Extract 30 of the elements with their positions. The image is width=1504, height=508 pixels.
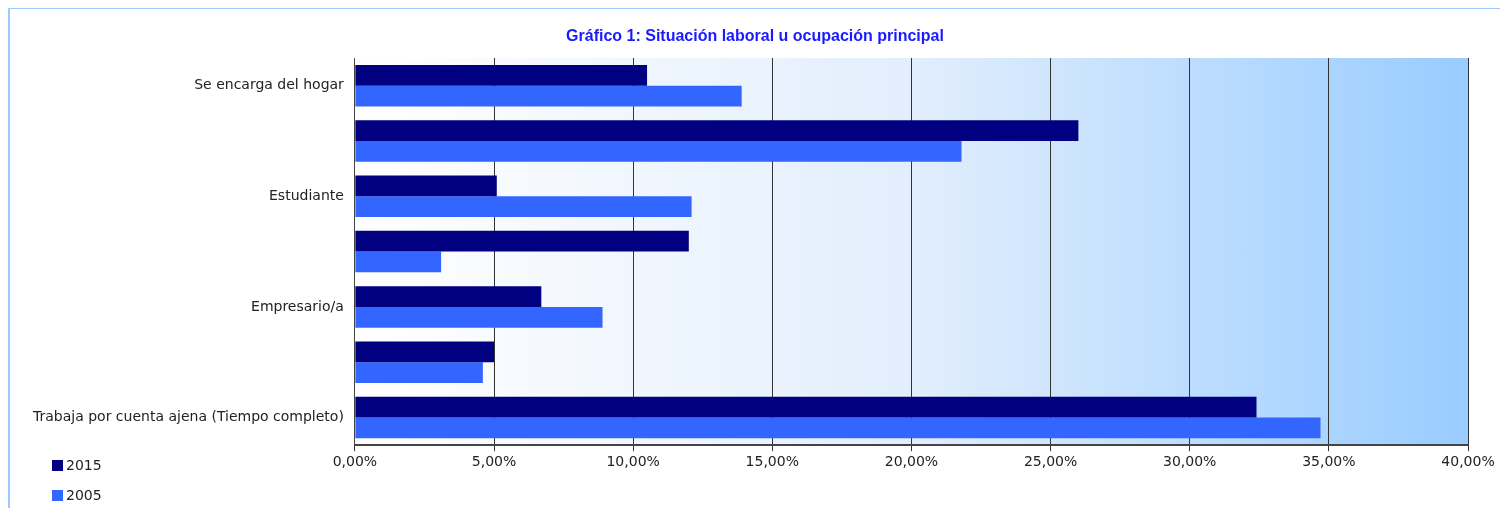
x-tick-label: 10,00% bbox=[606, 453, 660, 470]
bar bbox=[355, 362, 483, 383]
y-tick-label: Estudiante bbox=[269, 186, 344, 203]
x-tick-label: 0,00% bbox=[332, 453, 378, 470]
bar bbox=[355, 417, 1321, 439]
legend-label: 2005 bbox=[66, 487, 102, 503]
y-tick-label: Empresario/a bbox=[251, 297, 344, 314]
bar bbox=[355, 341, 495, 363]
x-tick-label: 30,00% bbox=[1163, 453, 1217, 470]
bar bbox=[355, 396, 1257, 418]
bar bbox=[355, 306, 603, 328]
bar bbox=[355, 140, 962, 162]
y-tick-label: Trabaja por cuenta ajena (Tiempo completo) bbox=[31, 408, 344, 425]
chart-title: Gráfico 1: Situación laboral u ocupación principal bbox=[565, 27, 945, 45]
bar bbox=[355, 196, 692, 218]
x-tick-label: 35,00% bbox=[1302, 453, 1356, 470]
bar bbox=[355, 85, 742, 107]
bar bbox=[355, 120, 1079, 141]
bar bbox=[355, 251, 442, 273]
bar bbox=[355, 286, 542, 307]
x-tick-label: 15,00% bbox=[745, 453, 799, 470]
bar bbox=[355, 175, 497, 197]
y-tick-label: Se encarga del hogar bbox=[194, 76, 345, 93]
x-tick-label: 40,00% bbox=[1441, 453, 1495, 470]
x-tick-label: 20,00% bbox=[884, 453, 939, 470]
bar bbox=[355, 64, 648, 86]
bar bbox=[355, 230, 689, 252]
x-tick-label: 25,00% bbox=[1023, 453, 1078, 470]
x-tick-label: 5,00% bbox=[471, 453, 517, 470]
legend-label: 2015 bbox=[66, 457, 102, 473]
